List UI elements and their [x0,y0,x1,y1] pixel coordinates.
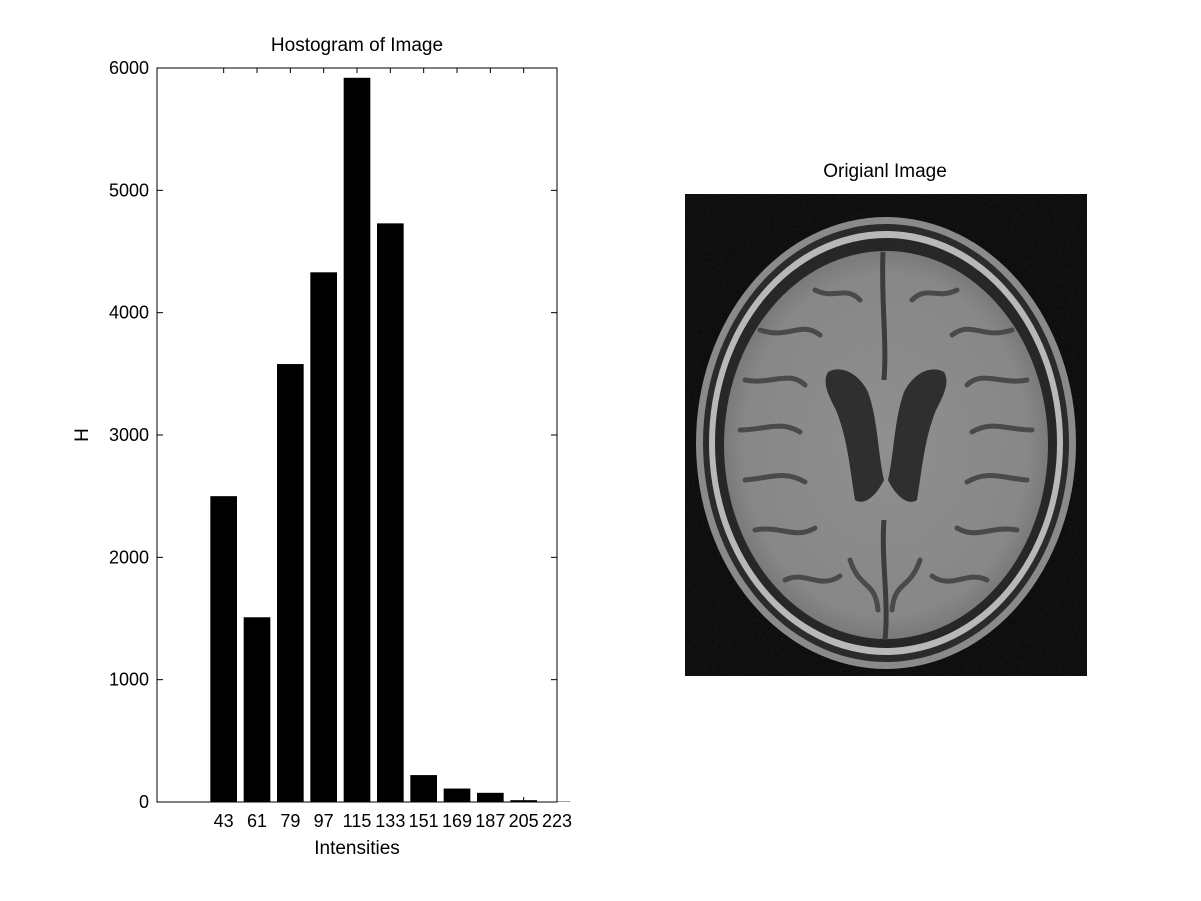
x-tick-label: 61 [247,811,267,831]
x-tick-label: 205 [509,811,539,831]
x-tick-label: 151 [409,811,439,831]
chart-title: Hostogram of Image [271,35,443,56]
y-tick-label: 1000 [109,670,149,690]
y-tick-label: 2000 [109,547,149,567]
x-tick-label: 169 [442,811,472,831]
y-tick-label: 5000 [109,180,149,200]
bar-169 [443,788,471,802]
bar-97 [310,272,337,803]
bar-79 [277,364,304,802]
bars-group [210,77,571,803]
x-tick-label: 97 [314,811,334,831]
x-axis-label: Intensities [314,838,400,859]
y-tick-label: 0 [139,792,149,812]
x-tick-label: 187 [475,811,505,831]
x-tick-label: 43 [214,811,234,831]
x-tick-label: 133 [375,811,405,831]
histogram-chart: Hostogram of Image 43 61 79 97 115 133 151 169 1… [72,35,572,859]
bar-61 [243,617,271,802]
bar-43 [210,496,237,802]
image-panel: Origianl Image [685,161,1087,676]
ticks-group: 43 61 79 97 115 133 151 169 187 205 223 0 1000 2000 30… [109,58,572,831]
x-tick-label: 223 [542,811,572,831]
x-tick-label: 79 [280,811,300,831]
bar-115 [343,77,371,802]
image-title: Origianl Image [823,161,947,182]
y-tick-label: 3000 [109,425,149,445]
y-axis-label: H [72,428,93,442]
bar-133 [377,223,404,802]
y-tick-label: 4000 [109,303,149,323]
mri-image [685,194,1087,676]
y-tick-label: 6000 [109,58,149,78]
x-tick-label: 115 [343,811,372,831]
